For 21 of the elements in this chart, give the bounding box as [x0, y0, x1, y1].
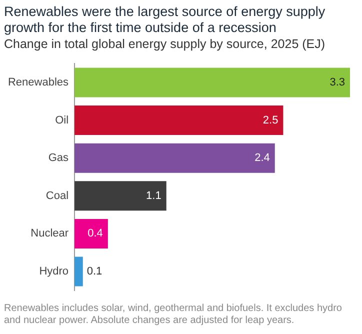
y-tick-label: Nuclear [30, 228, 69, 240]
y-tick-label: Hydro [39, 266, 69, 278]
y-tick-label: Renewables [8, 76, 70, 89]
data-label: 0.4 [88, 228, 103, 240]
bar [74, 256, 83, 286]
bar [74, 181, 166, 211]
data-label: 0.1 [86, 266, 102, 278]
y-tick-label: Gas [48, 152, 70, 164]
text: Renewables includes solar, wind, geothermal and biofuels. It excludes hydro and nuclear power. Absolute changes are adjusted for leap years. [4, 303, 343, 327]
y-tick-label: Coal [46, 190, 69, 202]
data-label: 3.3 [330, 76, 345, 89]
bar [74, 106, 284, 136]
chart-title: Renewables were the largest source of energy supply growth for the first time outside of a recession [4, 4, 326, 36]
bar [74, 218, 108, 248]
bar [74, 68, 350, 98]
data-label: 2.5 [262, 114, 278, 126]
y-tick-label: Oil [55, 114, 69, 126]
chart-subtitle: Change in total global energy supply by source, 2025 (EJ) [4, 37, 326, 51]
bar [74, 143, 275, 173]
data-label: 1.1 [146, 190, 162, 202]
data-label: 2.4 [254, 152, 270, 164]
